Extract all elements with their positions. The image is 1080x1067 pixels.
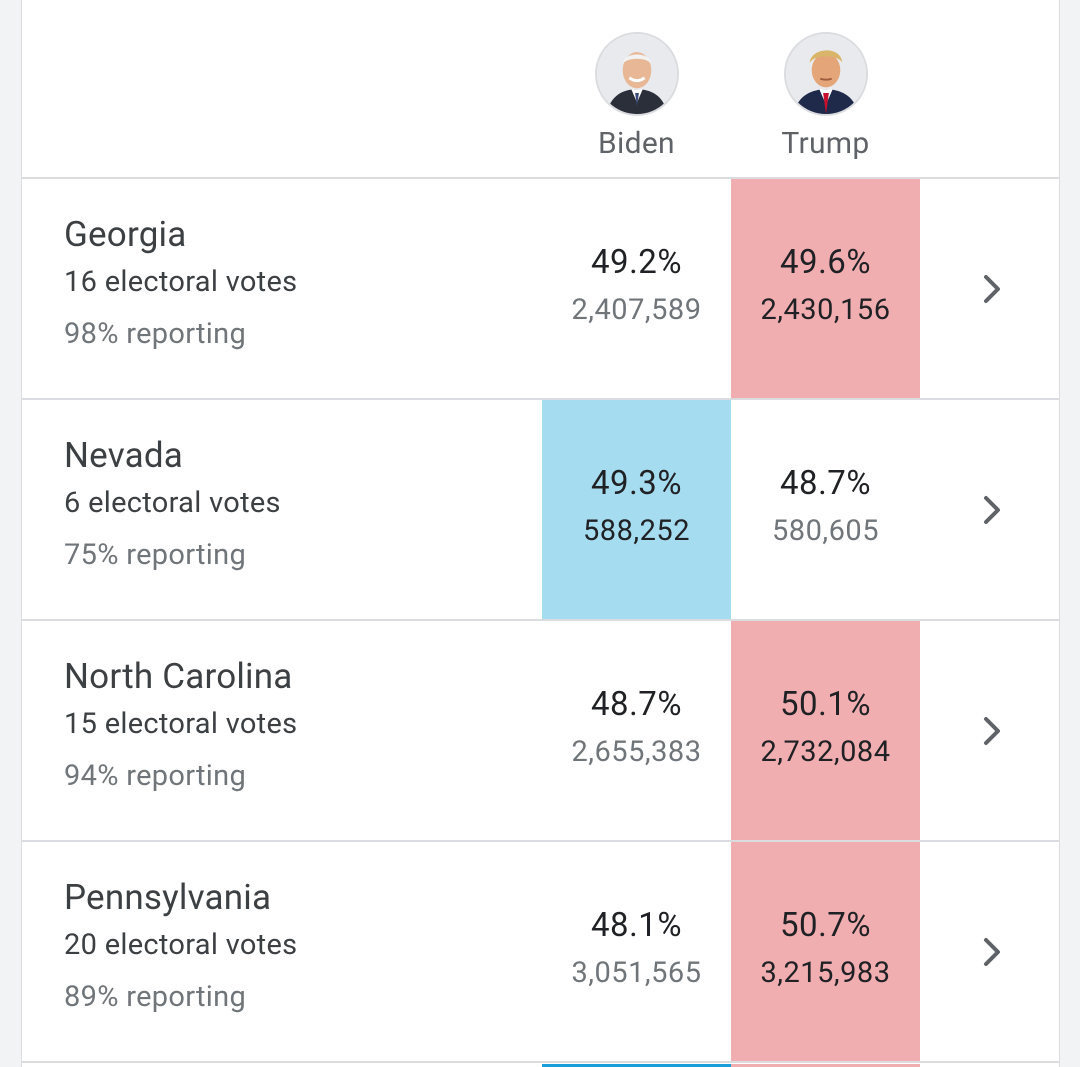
state-row-georgia[interactable]: Georgia 16 electoral votes 98% reporting… (22, 179, 1059, 400)
next-row-trump-edge (731, 1064, 920, 1067)
biden-result: 48.1% 3,051,565 (542, 842, 731, 1061)
candidates-header: Biden Trump (22, 0, 1059, 179)
trump-result: 50.7% 3,215,983 (731, 842, 920, 1061)
vote-count: 3,215,983 (760, 956, 891, 990)
candidate-trump[interactable]: Trump (731, 32, 920, 161)
reporting-status: 94% reporting (64, 759, 247, 793)
vote-percent: 50.1% (779, 685, 871, 724)
biden-result: 49.3% 588,252 (542, 400, 731, 619)
trump-avatar (783, 32, 868, 116)
state-info: North Carolina 15 electoral votes 94% re… (64, 656, 298, 794)
candidate-name: Trump (781, 126, 870, 161)
state-name: Georgia (64, 214, 187, 255)
reporting-status: 98% reporting (64, 317, 247, 351)
vote-percent: 48.7% (779, 464, 871, 503)
vote-percent: 50.7% (779, 906, 871, 945)
election-results-card: Biden Trump (21, 0, 1060, 1067)
candidate-biden[interactable]: Biden (542, 32, 731, 161)
biden-avatar (594, 32, 679, 116)
chevron-right-icon[interactable] (972, 490, 1012, 530)
vote-percent: 49.2% (590, 243, 682, 282)
electoral-votes: 20 electoral votes (64, 928, 298, 962)
biden-result: 49.2% 2,407,589 (542, 179, 731, 398)
reporting-status: 75% reporting (64, 538, 247, 572)
vote-count: 2,407,589 (571, 293, 702, 327)
state-name: North Carolina (64, 656, 293, 697)
vote-count: 580,605 (772, 514, 879, 548)
state-row-nevada[interactable]: Nevada 6 electoral votes 75% reporting 4… (22, 400, 1059, 621)
state-name: Nevada (64, 435, 184, 476)
vote-count: 2,655,383 (571, 735, 702, 769)
vote-percent: 49.3% (590, 464, 682, 503)
electoral-votes: 15 electoral votes (64, 707, 298, 741)
state-info: Georgia 16 electoral votes 98% reporting (64, 214, 298, 352)
candidate-name: Biden (598, 126, 675, 161)
vote-count: 2,732,084 (760, 735, 891, 769)
biden-result: 48.7% 2,655,383 (542, 621, 731, 840)
vote-count: 588,252 (583, 514, 690, 548)
state-info: Nevada 6 electoral votes 75% reporting (64, 435, 281, 573)
state-row-pennsylvania[interactable]: Pennsylvania 20 electoral votes 89% repo… (22, 842, 1059, 1063)
vote-percent: 49.6% (779, 243, 871, 282)
vote-percent: 48.1% (590, 906, 682, 945)
electoral-votes: 16 electoral votes (64, 265, 298, 299)
state-row-north-carolina[interactable]: North Carolina 15 electoral votes 94% re… (22, 621, 1059, 842)
vote-count: 3,051,565 (571, 956, 702, 990)
state-info: Pennsylvania 20 electoral votes 89% repo… (64, 877, 298, 1015)
trump-result: 50.1% 2,732,084 (731, 621, 920, 840)
state-name: Pennsylvania (64, 877, 272, 918)
chevron-right-icon[interactable] (972, 932, 1012, 972)
vote-count: 2,430,156 (760, 293, 891, 327)
electoral-votes: 6 electoral votes (64, 486, 281, 520)
trump-result: 49.6% 2,430,156 (731, 179, 920, 398)
trump-portrait-icon (785, 34, 866, 114)
vote-percent: 48.7% (590, 685, 682, 724)
next-row-biden-edge (542, 1064, 731, 1067)
reporting-status: 89% reporting (64, 980, 247, 1014)
trump-result: 48.7% 580,605 (731, 400, 920, 619)
chevron-right-icon[interactable] (972, 269, 1012, 309)
chevron-right-icon[interactable] (972, 711, 1012, 751)
biden-portrait-icon (596, 34, 677, 114)
